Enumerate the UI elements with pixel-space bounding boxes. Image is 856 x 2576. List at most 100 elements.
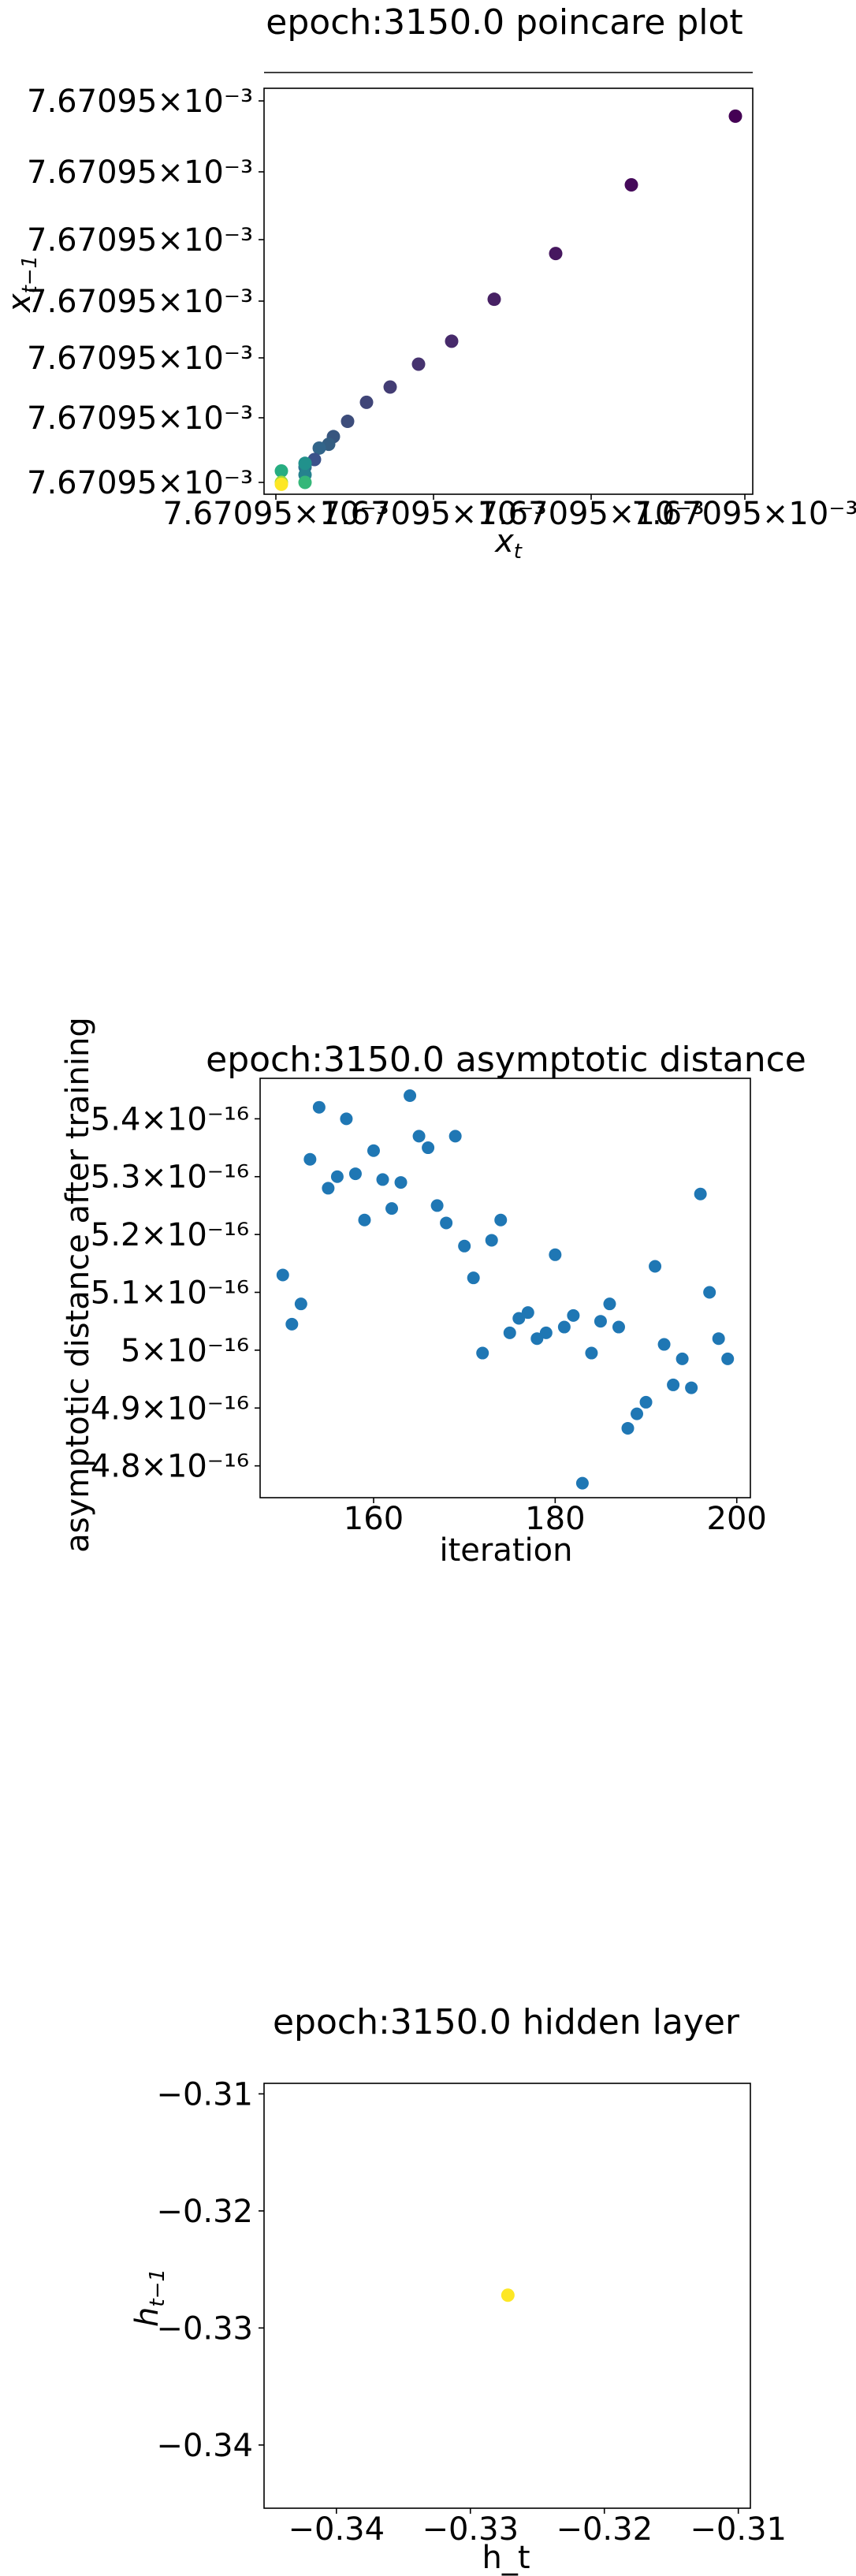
distance-xtick-label: 180: [525, 1501, 585, 1537]
distance-point: [312, 1100, 326, 1114]
distance-point: [675, 1352, 689, 1365]
poincare-point: [341, 415, 355, 429]
distance-xtick-label: 160: [344, 1501, 404, 1537]
distance-point: [612, 1320, 625, 1334]
poincare-point: [728, 109, 742, 123]
poincare-point: [549, 247, 563, 261]
hidden-layer-xtick-label: −0.33: [422, 2511, 519, 2548]
hidden-layer-ytick-label: −0.31: [156, 2076, 253, 2113]
distance-point: [667, 1378, 680, 1391]
poincare-ylabel: xt−1: [2, 255, 42, 314]
hidden-layer-title: epoch:3150.0 hidden layer: [273, 2002, 740, 2042]
distance-point: [621, 1421, 635, 1435]
distance-point: [512, 1312, 526, 1325]
poincare-point: [274, 463, 288, 478]
distance-point: [494, 1213, 508, 1227]
distance-point: [404, 1089, 417, 1103]
poincare-point: [359, 395, 374, 409]
distance-point: [685, 1381, 698, 1394]
poincare-points: [274, 109, 742, 491]
poincare-xtick-label: 7.67095×10⁻³: [478, 496, 705, 532]
hidden-layer-xtick-label: −0.34: [288, 2511, 385, 2548]
distance-point: [285, 1317, 299, 1331]
hidden-layer-x-ticks: −0.34 −0.33 −0.32 −0.31: [288, 2508, 787, 2548]
distance-title: epoch:3150.0 asymptotic distance: [206, 1040, 806, 1080]
distance-point: [549, 1248, 562, 1261]
distance-point: [467, 1271, 480, 1285]
distance-point: [485, 1234, 498, 1247]
distance-points: [276, 1089, 735, 1490]
distance-point: [521, 1306, 534, 1320]
distance-point: [539, 1326, 553, 1339]
distance-point: [649, 1260, 662, 1273]
distance-point: [530, 1332, 544, 1346]
distance-point: [367, 1144, 380, 1157]
hidden-layer-ytick-label: −0.33: [156, 2310, 253, 2347]
poincare-ytick-label: 7.67095×10⁻³: [27, 341, 253, 377]
distance-point: [557, 1320, 571, 1334]
hidden-layer-y-ticks: −0.31 −0.32 −0.33 −0.34: [156, 2076, 264, 2464]
poincare-point: [298, 456, 312, 471]
poincare-y-ticks: 7.67095×10⁻³ 7.67095×10⁻³ 7.67095×10⁻³ 7.67…: [27, 84, 264, 501]
distance-point: [358, 1213, 371, 1227]
poincare-chart: epoch:3150.0 poincare plot 7.67095×10⁻³7…: [2, 2, 856, 564]
distance-chart: epoch:3150.0 asymptotic distance 5.4×10⁻…: [60, 1017, 806, 1569]
hidden-layer-chart: epoch:3150.0 hidden layer −0.31−0.32−0.3…: [129, 2002, 787, 2576]
distance-point: [394, 1176, 408, 1189]
distance-point: [476, 1346, 489, 1360]
hidden-layer-xtick-label: −0.31: [690, 2511, 787, 2548]
distance-point: [348, 1167, 362, 1181]
hidden-layer-ytick-label: −0.32: [156, 2194, 253, 2230]
distance-point: [276, 1268, 289, 1282]
distance-ytick-label: 4.8×10⁻¹⁶: [91, 1449, 249, 1485]
poincare-plot-area: [263, 87, 754, 495]
distance-point: [440, 1216, 453, 1230]
distance-ytick-label: 5.1×10⁻¹⁶: [91, 1275, 249, 1312]
distance-point: [712, 1332, 725, 1346]
distance-point: [303, 1152, 317, 1166]
distance-point: [330, 1170, 344, 1183]
distance-point: [340, 1112, 353, 1126]
distance-xtick-label: 200: [707, 1501, 767, 1537]
distance-point: [567, 1308, 580, 1322]
poincare-point: [624, 177, 638, 192]
hidden-layer-ylabel: ht−1: [129, 2269, 169, 2327]
poincare-point: [487, 292, 501, 307]
hidden-layer-xtick-label: −0.32: [556, 2511, 653, 2548]
poincare-point: [445, 334, 459, 348]
distance-point: [603, 1297, 616, 1311]
poincare-ytick-label: 7.67095×10⁻³: [27, 465, 253, 501]
poincare-point: [411, 357, 426, 371]
distance-plot-area: [259, 1078, 751, 1498]
distance-point: [503, 1326, 516, 1339]
distance-point: [448, 1130, 462, 1143]
poincare-ytick-label: 7.67095×10⁻³: [27, 284, 253, 320]
distance-point: [458, 1239, 471, 1253]
poincare-ytick-label: 7.67095×10⁻³: [27, 400, 253, 437]
distance-ytick-label: 5.3×10⁻¹⁶: [91, 1160, 249, 1196]
poincare-x-ticks: 7.67095×10⁻³7.67095×10⁻³7.67095×10⁻³7.67…: [163, 494, 856, 532]
distance-point: [412, 1130, 426, 1143]
poincare-point: [383, 380, 397, 394]
hidden-layer-point: [501, 2288, 515, 2302]
poincare-point: [298, 475, 312, 490]
distance-y-ticks: 5.4×10⁻¹⁶ 5.3×10⁻¹⁶ 5.2×10⁻¹⁶ 5.1×10⁻¹⁶ 5×10…: [91, 1101, 260, 1485]
poincare-point: [312, 441, 326, 455]
distance-point: [631, 1407, 644, 1420]
hidden-layer-ytick-label: −0.34: [156, 2428, 253, 2464]
distance-x-ticks: 160 180 200: [344, 1498, 767, 1537]
poincare-ytick-label: 7.67095×10⁻³: [27, 84, 253, 120]
distance-point: [657, 1338, 671, 1351]
distance-point: [694, 1187, 707, 1201]
poincare-title: epoch:3150.0 poincare plot: [266, 2, 742, 43]
distance-point: [430, 1199, 444, 1212]
distance-ylabel: asymptotic distance after training: [60, 1017, 96, 1553]
distance-ytick-label: 4.9×10⁻¹⁶: [91, 1390, 249, 1427]
distance-point: [294, 1297, 307, 1311]
distance-ytick-label: 5.4×10⁻¹⁶: [91, 1101, 249, 1137]
distance-point: [639, 1395, 653, 1409]
poincare-point: [274, 477, 288, 491]
poincare-ytick-label: 7.67095×10⁻³: [27, 222, 253, 259]
distance-point: [385, 1202, 399, 1215]
poincare-xtick-label: 7.67095×10⁻³: [632, 496, 856, 532]
